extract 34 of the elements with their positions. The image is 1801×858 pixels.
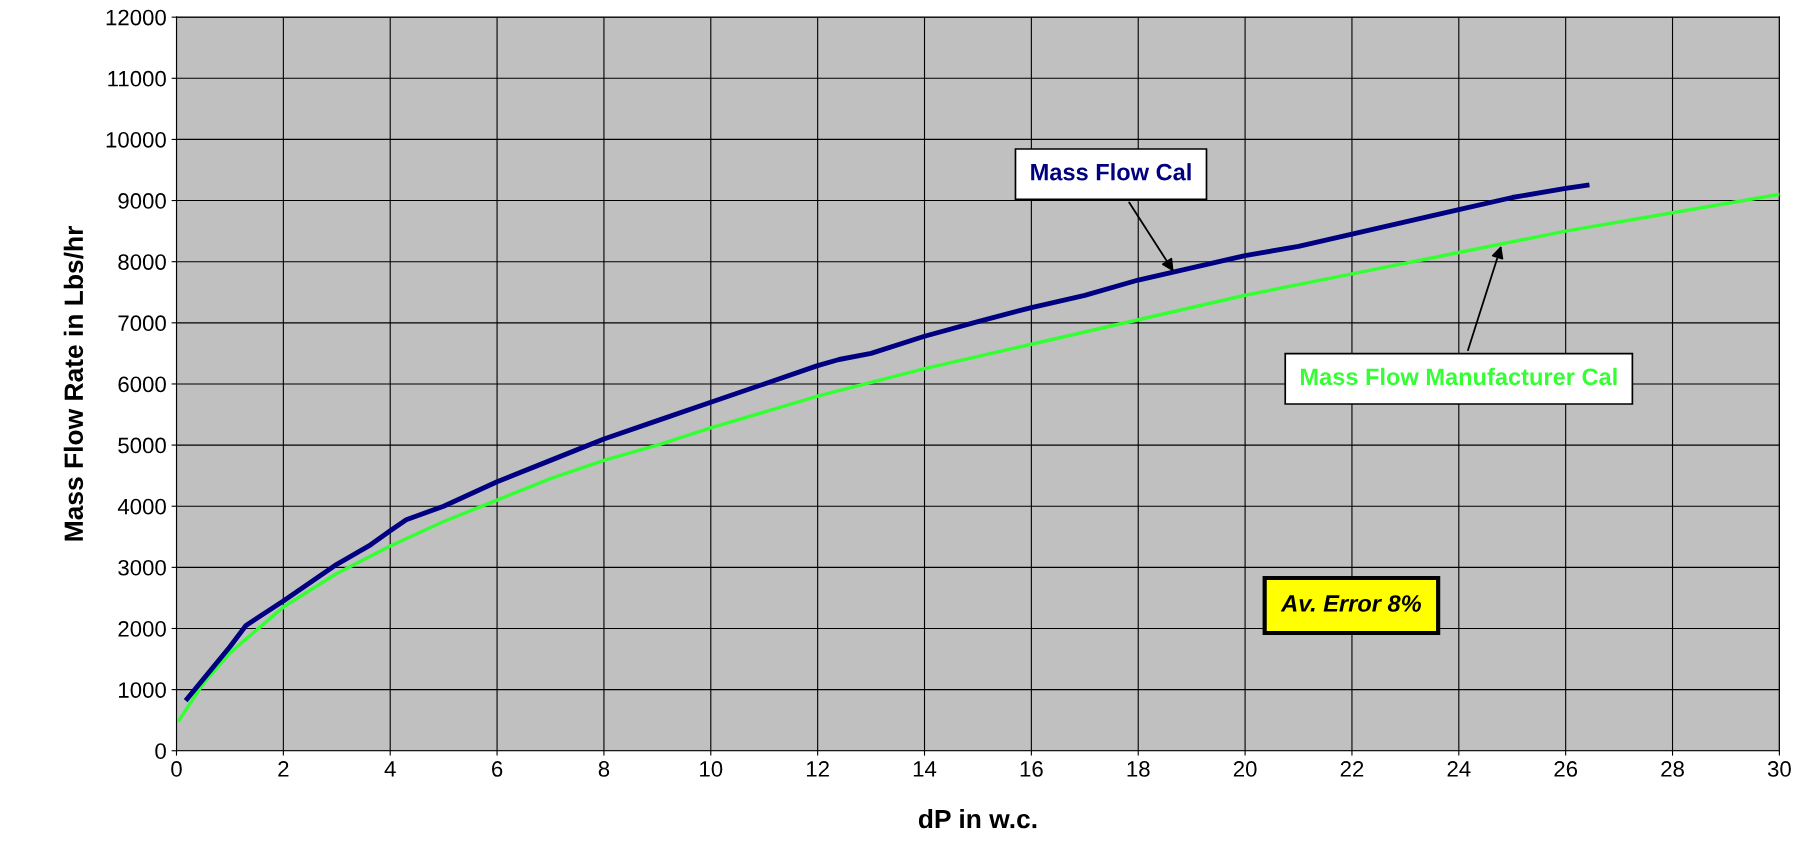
x-tick-label: 10 bbox=[700, 761, 723, 777]
x-tick-label: 30 bbox=[1767, 761, 1791, 777]
x-tick-label: 26 bbox=[1554, 761, 1578, 777]
x-tick-label: 6 bbox=[492, 761, 503, 777]
y-tick-label: 10000 bbox=[106, 131, 166, 148]
x-tick-label: 18 bbox=[1127, 761, 1150, 777]
y-tick-label: 1000 bbox=[119, 682, 166, 698]
x-tick-label: 16 bbox=[1020, 761, 1043, 777]
y-tick-label: 5000 bbox=[118, 437, 166, 454]
x-axis-title: dP in w.c. bbox=[918, 808, 1037, 829]
y-tick-label: 7000 bbox=[118, 315, 166, 332]
x-tick-label: 22 bbox=[1340, 761, 1364, 777]
x-tick-label: 2 bbox=[278, 761, 289, 777]
y-tick-label: 2000 bbox=[118, 621, 166, 637]
text: Mass Flow Cal bbox=[1031, 163, 1191, 181]
y-tick-label: 8000 bbox=[118, 254, 166, 270]
annotation: Av. Error 8% bbox=[1280, 595, 1421, 612]
y-tick-label: 4000 bbox=[117, 498, 166, 515]
y-tick-label: 6000 bbox=[118, 376, 166, 393]
x-tick-label: 8 bbox=[598, 761, 610, 777]
y-tick-label: 12000 bbox=[106, 9, 166, 26]
y-tick-label: 11000 bbox=[108, 70, 166, 87]
y-tick-label: 0 bbox=[155, 743, 166, 760]
x-tick-label: 24 bbox=[1447, 761, 1471, 777]
x-tick-label: 12 bbox=[806, 761, 829, 777]
y-tick-label: 9000 bbox=[118, 193, 166, 209]
x-tick-label: 28 bbox=[1661, 761, 1684, 777]
x-tick-label: 20 bbox=[1233, 761, 1257, 777]
x-tick-label: 0 bbox=[171, 761, 182, 777]
x-tick-label: 4 bbox=[384, 761, 396, 777]
text: Mass Flow Manufacturer Cal bbox=[1300, 367, 1617, 386]
y-tick-label: 3000 bbox=[118, 559, 166, 576]
x-tick-label: 14 bbox=[913, 761, 937, 777]
y-axis-title: Mass Flow Rate in Lbs/hr bbox=[63, 225, 84, 541]
